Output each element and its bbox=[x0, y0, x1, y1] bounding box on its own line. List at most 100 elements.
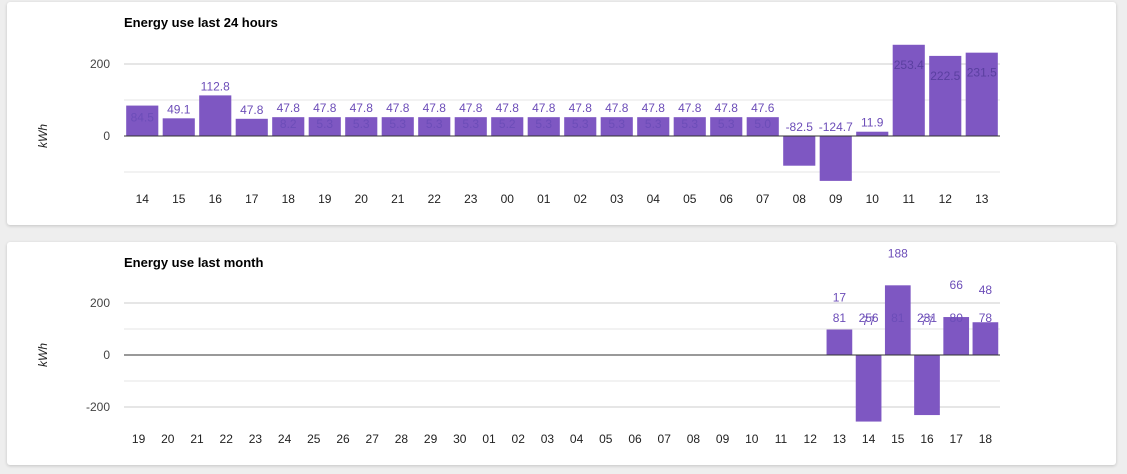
bar bbox=[527, 117, 560, 136]
daily-energy-card: Energy use last 24 hours 0 200 kWh 84.5 14 49… bbox=[7, 2, 1116, 225]
x-tick-label: 22 bbox=[428, 192, 442, 206]
bar bbox=[972, 322, 999, 355]
bar bbox=[235, 118, 268, 136]
bar bbox=[454, 117, 487, 136]
x-tick-label: 26 bbox=[336, 432, 350, 446]
x-tick-label: 19 bbox=[318, 192, 332, 206]
data-label: 47.8 bbox=[240, 103, 264, 117]
x-tick-label: 09 bbox=[716, 432, 730, 446]
x-tick-label: 15 bbox=[172, 192, 186, 206]
bar bbox=[272, 117, 305, 136]
bar bbox=[892, 44, 925, 136]
x-tick-label: 04 bbox=[647, 192, 661, 206]
data-label: 188 bbox=[888, 246, 908, 260]
data-label: 5.3 bbox=[572, 117, 589, 131]
monthly-energy-card: Energy use last month -200 0 200 kWh 19 20 21 2… bbox=[7, 242, 1116, 465]
data-label: 5.3 bbox=[645, 117, 662, 131]
y-axis-label: kWh bbox=[36, 343, 50, 367]
bar bbox=[199, 95, 232, 136]
x-tick-label: 18 bbox=[282, 192, 296, 206]
bar bbox=[345, 117, 378, 136]
x-tick-label: 04 bbox=[570, 432, 584, 446]
y-tick-label: -200 bbox=[86, 400, 110, 414]
data-label: 5.3 bbox=[535, 117, 552, 131]
x-tick-label: 00 bbox=[501, 192, 515, 206]
x-tick-label: 13 bbox=[833, 432, 847, 446]
x-tick-label: 14 bbox=[862, 432, 876, 446]
x-tick-label: 20 bbox=[355, 192, 369, 206]
x-tick-label: 02 bbox=[574, 192, 588, 206]
data-label: 253.4 bbox=[894, 58, 924, 72]
x-tick-label: 11 bbox=[903, 192, 916, 206]
bar bbox=[943, 317, 970, 355]
bar bbox=[162, 118, 195, 136]
data-label: 231 bbox=[917, 311, 937, 325]
data-label: 77 bbox=[862, 314, 876, 328]
x-tick-label: 06 bbox=[628, 432, 642, 446]
daily-chart-title: Energy use last 24 hours bbox=[124, 15, 278, 30]
x-tick-label: 01 bbox=[537, 192, 551, 206]
x-tick-label: 27 bbox=[366, 432, 380, 446]
bar bbox=[856, 131, 889, 136]
data-label: 5.3 bbox=[681, 117, 698, 131]
y-axis-label: kWh bbox=[36, 124, 50, 148]
x-tick-label: 23 bbox=[249, 432, 263, 446]
data-label: 77 bbox=[920, 314, 934, 328]
data-label: 47.8 bbox=[678, 101, 702, 115]
bar bbox=[884, 285, 911, 355]
bar bbox=[381, 117, 414, 136]
data-label: 47.8 bbox=[386, 101, 410, 115]
data-label: 47.6 bbox=[751, 101, 775, 115]
data-label: 47.8 bbox=[642, 101, 666, 115]
data-label: 8.2 bbox=[280, 117, 297, 131]
bar bbox=[783, 136, 816, 166]
data-label: 11.9 bbox=[861, 116, 884, 130]
y-tick-label: 200 bbox=[90, 296, 110, 310]
data-label: 222.5 bbox=[930, 69, 960, 83]
x-tick-label: 05 bbox=[599, 432, 613, 446]
data-label: -124.7 bbox=[819, 120, 853, 134]
data-label: 5.2 bbox=[499, 117, 516, 131]
data-label: 231.5 bbox=[967, 66, 997, 80]
x-tick-label: 25 bbox=[307, 432, 321, 446]
x-tick-label: 07 bbox=[658, 432, 672, 446]
x-tick-label: 08 bbox=[687, 432, 701, 446]
x-tick-label: 18 bbox=[979, 432, 993, 446]
data-label: 256 bbox=[859, 311, 879, 325]
x-tick-label: 06 bbox=[720, 192, 734, 206]
data-label: 78 bbox=[979, 311, 993, 325]
x-tick-label: 10 bbox=[866, 192, 880, 206]
bar bbox=[710, 117, 743, 136]
x-tick-label: 23 bbox=[464, 192, 478, 206]
x-tick-label: 07 bbox=[756, 192, 770, 206]
x-tick-label: 16 bbox=[209, 192, 223, 206]
bar bbox=[308, 117, 341, 136]
x-tick-label: 13 bbox=[975, 192, 989, 206]
data-label: 47.8 bbox=[459, 101, 483, 115]
x-tick-label: 17 bbox=[245, 192, 259, 206]
x-tick-label: 03 bbox=[541, 432, 555, 446]
bar bbox=[819, 136, 852, 181]
data-label: 47.8 bbox=[532, 101, 556, 115]
data-label: 47.8 bbox=[277, 101, 301, 115]
data-label: 47.8 bbox=[423, 101, 447, 115]
data-label: 5.3 bbox=[608, 117, 625, 131]
bar bbox=[564, 117, 597, 136]
x-tick-label: 10 bbox=[745, 432, 759, 446]
bar bbox=[418, 117, 451, 136]
bar bbox=[826, 329, 853, 355]
data-label: 81 bbox=[891, 311, 905, 325]
x-tick-label: 02 bbox=[512, 432, 526, 446]
bar bbox=[491, 117, 524, 136]
data-label: 5.3 bbox=[426, 117, 443, 131]
bar bbox=[673, 117, 706, 136]
y-tick-label: 0 bbox=[103, 129, 110, 143]
data-label: 47.8 bbox=[313, 101, 337, 115]
bar bbox=[600, 117, 633, 136]
y-tick-label: 0 bbox=[103, 348, 110, 362]
x-tick-label: 20 bbox=[161, 432, 175, 446]
x-tick-label: 19 bbox=[132, 432, 146, 446]
x-tick-label: 12 bbox=[804, 432, 818, 446]
x-tick-label: 24 bbox=[278, 432, 292, 446]
x-tick-label: 11 bbox=[775, 432, 788, 446]
